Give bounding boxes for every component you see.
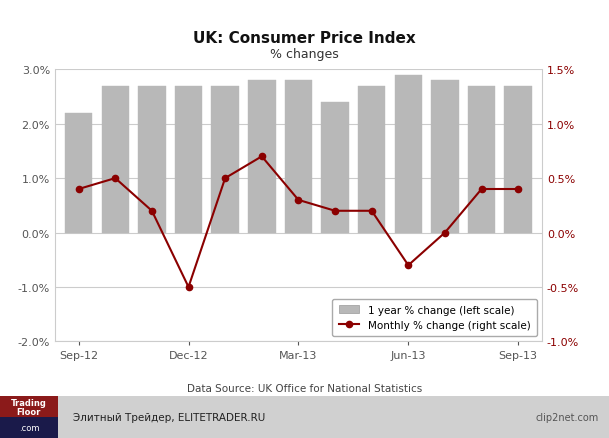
Bar: [248, 81, 275, 233]
Text: Trading: Trading: [11, 398, 47, 407]
Bar: [138, 86, 166, 233]
Bar: [358, 86, 385, 233]
Bar: [102, 86, 129, 233]
Bar: [504, 86, 532, 233]
Bar: [65, 113, 93, 233]
Bar: [395, 75, 422, 233]
Bar: [322, 102, 349, 233]
Text: Data Source: UK Office for National Statistics: Data Source: UK Office for National Stat…: [187, 383, 422, 392]
Text: Элитный Трейдер, ELITETRADER.RU: Элитный Трейдер, ELITETRADER.RU: [73, 413, 266, 422]
Text: UK: Consumer Price Index: UK: Consumer Price Index: [193, 31, 416, 46]
Text: .com: .com: [19, 423, 39, 432]
Bar: [175, 86, 202, 233]
Text: % changes: % changes: [270, 47, 339, 60]
Legend: 1 year % change (left scale), Monthly % change (right scale): 1 year % change (left scale), Monthly % …: [333, 299, 537, 336]
Bar: [211, 86, 239, 233]
Text: clip2net.com: clip2net.com: [536, 413, 599, 422]
Bar: [284, 81, 312, 233]
Bar: [468, 86, 495, 233]
Bar: [431, 81, 459, 233]
Text: Floor: Floor: [16, 407, 41, 417]
